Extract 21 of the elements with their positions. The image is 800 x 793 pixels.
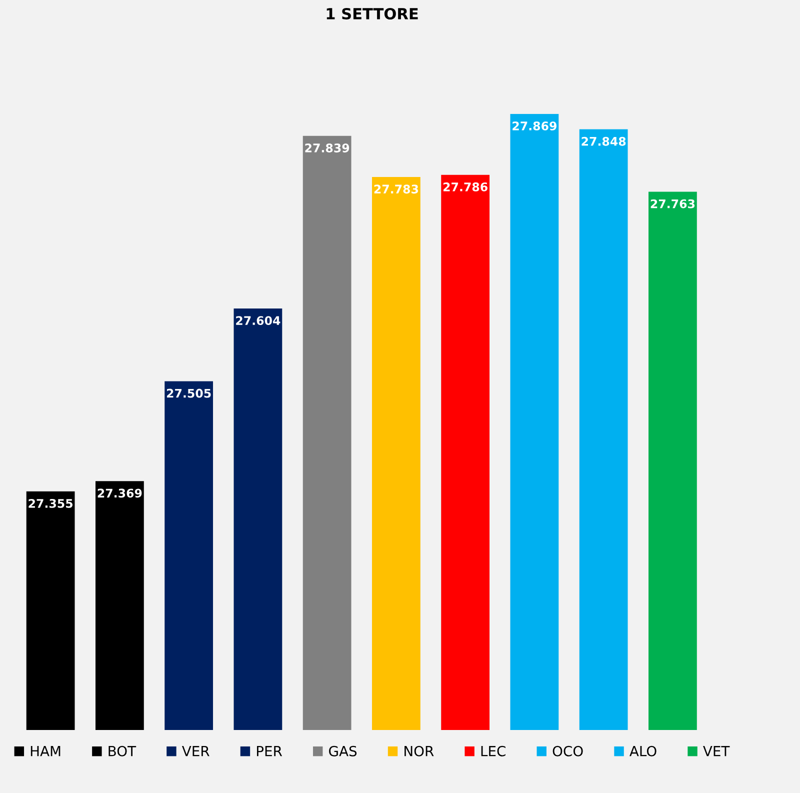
chart-title: 1 SETTORE — [326, 8, 418, 20]
legend-label: VER — [182, 746, 210, 756]
data-label: 27.604 — [236, 316, 280, 326]
data-label: 27.786 — [443, 182, 488, 192]
data-label: 27.783 — [374, 184, 418, 194]
data-label: 27.763 — [650, 199, 695, 208]
data-label: 27.839 — [305, 144, 350, 152]
legend-label: NOR — [404, 746, 434, 756]
legend-label: LEC — [481, 746, 506, 756]
data-label: 27.848 — [582, 136, 626, 146]
data-label: 27.505 — [166, 388, 211, 398]
legend-label: OCO — [552, 746, 583, 756]
legend-label: ALO — [630, 746, 656, 756]
legend-label: HAM — [30, 746, 60, 756]
legend-label: BOT — [108, 746, 136, 756]
data-label: 27.369 — [98, 488, 142, 498]
legend-label: VET — [703, 746, 730, 756]
legend-label: PER — [257, 746, 282, 756]
legend-label: GAS — [329, 746, 357, 756]
data-label: 27.355 — [28, 498, 73, 508]
data-label: 27.869 — [512, 121, 556, 130]
